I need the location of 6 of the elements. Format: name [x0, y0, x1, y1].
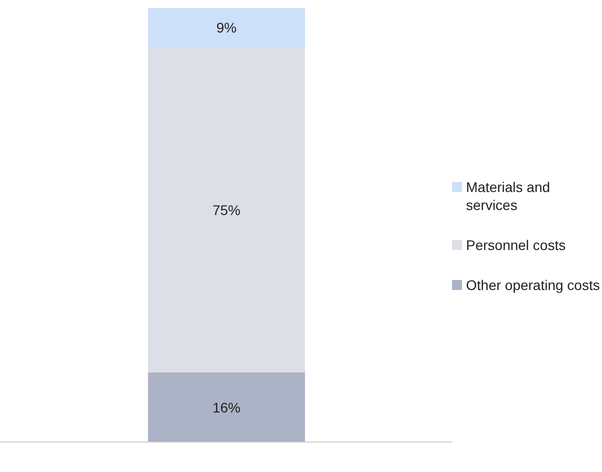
legend-label: Personnel costs [466, 236, 566, 254]
legend-label: Materials and services [466, 178, 552, 214]
data-label: 16% [212, 399, 241, 416]
legend-label: Other operating costs [466, 276, 600, 294]
data-label: 75% [212, 202, 241, 218]
data-label: 9% [216, 20, 237, 36]
